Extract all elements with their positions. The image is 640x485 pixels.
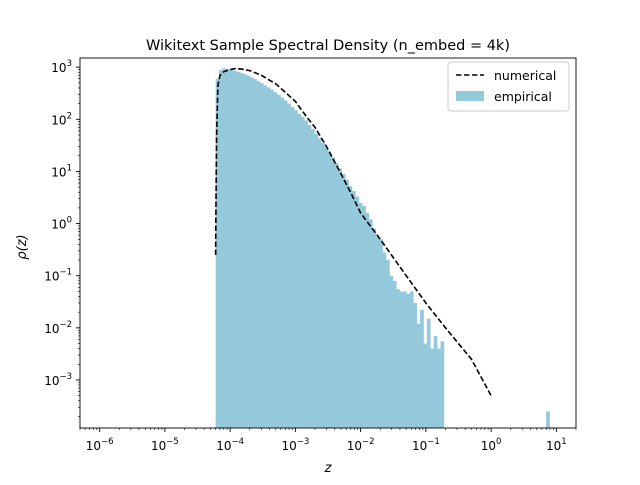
histogram-bar [287,103,291,429]
x-tick-label: 10−2 [347,437,375,453]
histogram-bar [273,92,278,428]
histogram-bar [409,291,414,428]
histogram-bar [413,302,417,428]
y-tick-label: 100 [51,216,72,232]
histogram-bar [256,81,261,428]
histogram-bar [331,157,336,428]
plot-frame [79,57,577,429]
histogram-bar [239,72,244,428]
legend-empirical-label: empirical [494,89,552,104]
histogram-bar [396,289,400,428]
histogram-bar [351,191,356,428]
histogram-bar [334,163,339,429]
y-axis-ticks: 10−3 10−2 10−1 100 101 102 103 [44,59,80,417]
histogram-bar [338,168,343,429]
histogram-bar [341,173,346,428]
histogram-bar [294,110,298,428]
histogram-bar [246,75,251,428]
x-tick-label: 10−6 [86,437,114,453]
y-tick-label: 10−3 [44,372,72,388]
histogram-bar [426,318,431,428]
histogram-bar [382,252,387,428]
x-axis-label: z [324,461,333,476]
histogram-bar [358,202,363,428]
histogram-bar [253,79,257,428]
histogram-bar [297,113,302,428]
y-tick-label: 10−2 [44,320,72,336]
histogram-bar [304,120,308,428]
y-axis-label: ρ(z) [15,234,30,259]
x-tick-label: 101 [546,437,567,453]
histogram-bar [259,83,264,428]
histogram-bar [406,293,411,428]
histogram-bar [249,77,254,428]
histogram-bar [266,87,271,429]
histogram-bar [375,237,380,428]
histogram-bar [290,107,295,428]
histogram-bar [232,70,237,428]
histogram-bar [280,97,285,428]
x-tick-label: 100 [481,437,502,453]
histogram-bar [317,138,322,428]
histogram-bar [321,143,325,428]
histogram-bars [215,68,550,429]
histogram-bar [437,348,441,428]
histogram-bar [399,291,404,428]
y-tick-label: 102 [51,111,72,127]
histogram-bar [307,124,312,428]
histogram-bar [263,85,268,428]
histogram-bar [420,310,424,428]
histogram-bar [365,212,370,428]
histogram-bar [379,239,383,428]
histogram-bar [389,275,394,428]
histogram-bar [433,335,438,428]
histogram-bar [440,341,445,428]
y-tick-label: 103 [51,59,72,75]
histogram-bar [392,280,397,428]
x-tick-label: 10−1 [412,437,440,453]
histogram-bar [236,71,240,429]
chart-title: Wikitext Sample Spectral Density (n_embe… [146,38,510,54]
histogram-bar [372,228,377,428]
histogram-bar [355,196,360,428]
histogram-bar [324,147,329,428]
histogram-bar [345,179,349,428]
histogram-bar [222,68,227,428]
histogram-bar [219,69,223,428]
histogram-bar [362,205,366,428]
histogram-bar [368,219,373,428]
histogram-bar [276,94,281,428]
histogram-bar [546,411,550,428]
legend-empirical-swatch [456,91,484,101]
x-tick-label: 10−3 [281,437,309,453]
y-tick-label: 10−1 [44,268,72,284]
histogram-bar [416,323,421,428]
histogram-bar [386,260,390,428]
numerical-line [214,67,492,397]
histogram-bar [311,129,315,428]
x-axis-ticks: 10−6 10−5 10−4 10−3 10−2 10−1 100 101 [79,428,577,453]
histogram-bar [215,78,220,428]
y-tick-label: 101 [51,163,72,179]
histogram-bar [314,133,319,428]
x-tick-label: 10−5 [151,437,179,453]
histogram-bar [225,68,230,428]
histogram-bar [283,100,288,429]
legend: numerical empirical [447,61,570,112]
x-tick-label: 10−4 [216,437,244,453]
histogram-bar [403,291,407,428]
histogram-bar [300,117,305,428]
histogram-bar [423,343,428,428]
legend-numerical-label: numerical [494,68,556,83]
histogram-bar [430,348,435,428]
histogram-bar [328,152,332,428]
histogram-bar [270,89,274,428]
histogram-bar [229,69,233,428]
histogram-bar [348,186,353,428]
histogram-bar [242,74,247,429]
